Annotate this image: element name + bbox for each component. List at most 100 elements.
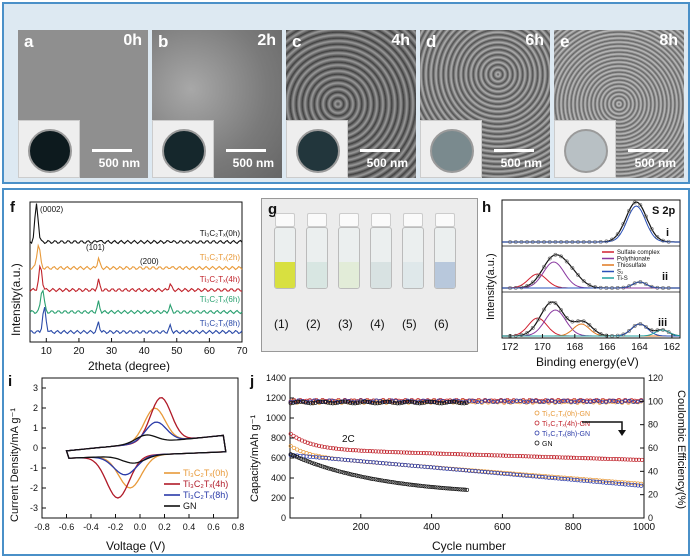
capacity-point-4h	[563, 455, 568, 460]
xps-data-point	[513, 240, 518, 244]
efficiency-point-8h	[627, 398, 632, 403]
panel-letter-i: i	[8, 373, 12, 390]
capacity-point-gn	[365, 475, 370, 480]
capacity-point-4h	[384, 449, 390, 454]
capacity-point-gn	[411, 483, 416, 488]
capacity-point-gn	[441, 486, 446, 491]
photo-inset-d	[420, 120, 482, 178]
xps-data-point	[604, 239, 609, 244]
xps-data-point	[564, 240, 569, 244]
efficiency-point-8h	[541, 399, 546, 404]
cv-xtick-label: -0.6	[59, 522, 75, 532]
capacity-point-gn	[413, 483, 419, 488]
xps-data-point	[519, 285, 524, 290]
efficiency-point-gn	[464, 400, 469, 405]
capacity-point-4h	[472, 452, 477, 457]
panel-letter-c: c	[292, 32, 302, 51]
capacity-point-4h	[535, 454, 540, 459]
xrd-tick-label: 10	[41, 346, 53, 357]
sem-panel-e: e 8h 500 nm	[554, 30, 684, 178]
xps-data-point	[666, 330, 671, 335]
xps-axes-box	[501, 199, 681, 339]
cycling-y2tick-label: 40	[648, 466, 658, 476]
efficiency-point-gn	[449, 399, 454, 404]
efficiency-point-gn	[333, 401, 338, 406]
efficiency-point-8h	[522, 399, 527, 404]
sample-dish-e	[564, 129, 608, 173]
efficiency-point-8h	[533, 398, 539, 403]
efficiency-point-gn	[429, 399, 435, 404]
cycling-ytick-label: 1200	[266, 393, 286, 403]
capacity-point-gn	[407, 482, 412, 487]
capacity-point-gn	[335, 468, 340, 473]
capacity-point-gn	[428, 484, 433, 489]
efficiency-point-gn	[419, 401, 425, 406]
xps-data-point	[581, 279, 586, 283]
capacity-point-4h	[605, 456, 610, 461]
capacity-point-gn	[456, 487, 461, 492]
efficiency-point-gn	[375, 401, 380, 406]
cv-legend-label: GN	[183, 501, 197, 511]
photo-inset-b	[152, 120, 214, 178]
efficiency-point-gn	[365, 399, 370, 404]
xps-data-point	[655, 328, 660, 333]
capacity-point-4h	[410, 450, 415, 455]
sample-dish-d	[430, 129, 474, 173]
panel-letter-j: j	[249, 373, 254, 390]
vial-3	[338, 213, 360, 289]
efficiency-point-gn	[459, 401, 464, 406]
efficiency-point-gn	[370, 400, 375, 405]
cv-xtick-label: -0.4	[83, 522, 99, 532]
cv-curve-gn	[65, 434, 227, 464]
capacity-point-4h	[455, 452, 460, 457]
xps-data-point	[638, 203, 643, 207]
xrd-tick-label: 30	[106, 346, 118, 357]
capacity-point-gn	[369, 476, 374, 481]
efficiency-point-gn	[353, 401, 358, 406]
xps-data-point	[519, 240, 524, 244]
capacity-point-4h	[495, 453, 500, 458]
capacity-point-gn	[437, 485, 442, 490]
vial-1	[274, 213, 296, 289]
capacity-point-4h	[492, 453, 497, 458]
cv-chart: i Current Density/mA g⁻¹ Ti₃C₂Tₓ(0h)Ti₃C…	[8, 373, 244, 553]
xrd-ylabel: Intensity(a.u.)	[9, 263, 23, 336]
cycling-xtick-label: 1000	[633, 522, 656, 533]
capacity-point-gn	[464, 487, 470, 492]
xps-data-point	[661, 286, 665, 290]
efficiency-point-gn	[296, 399, 301, 404]
xps-data-point	[530, 280, 535, 285]
efficiency-point-8h	[475, 399, 480, 405]
cycling-ytick-label: 1000	[266, 413, 286, 423]
efficiency-point-gn	[293, 400, 298, 405]
efficiency-point-8h	[471, 398, 476, 403]
cycling-ytick-label: 800	[271, 433, 286, 443]
panel-letter-b: b	[158, 32, 169, 51]
vial-2	[306, 213, 328, 289]
xps-data-point	[598, 239, 603, 244]
cycling-xtick-label: 600	[494, 522, 511, 533]
efficiency-point-8h	[619, 399, 624, 404]
xps-data-point	[655, 285, 660, 290]
cycling-legend-marker	[534, 440, 540, 446]
cycling-ylabel: Capacity/mAh g⁻¹	[249, 415, 261, 502]
capacity-point-4h	[387, 449, 392, 455]
capacity-point-gn	[360, 474, 365, 480]
efficiency-point-8h	[576, 398, 581, 403]
capacity-point-4h	[611, 457, 616, 462]
xps-data-point	[553, 240, 558, 244]
capacity-point-4h	[532, 454, 537, 459]
xrd-tick-label: 40	[139, 346, 151, 357]
capacity-point-gn	[305, 459, 310, 464]
sem-panel-d: d 6h 500 nm	[420, 30, 550, 178]
efficiency-point-gn	[345, 400, 350, 405]
capacity-point-gn	[348, 472, 353, 477]
cv-xtick-label: 0.8	[232, 522, 244, 532]
xps-data-point	[593, 285, 597, 289]
efficiency-point-8h	[510, 399, 515, 404]
capacity-point-4h	[484, 453, 489, 458]
xps-data-point	[536, 317, 541, 322]
cycling-xtick-label: 800	[565, 522, 582, 533]
capacity-point-4h	[566, 455, 571, 460]
efficiency-point-gn	[288, 401, 293, 406]
